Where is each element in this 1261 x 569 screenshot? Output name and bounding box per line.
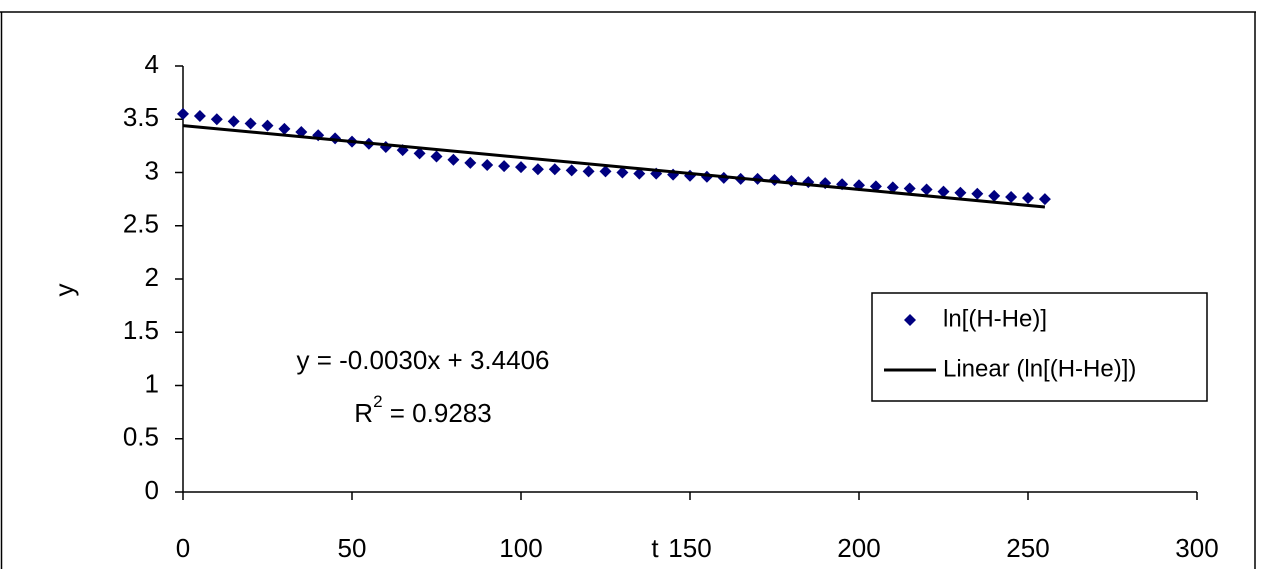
y-tick-label: 2 bbox=[145, 262, 159, 292]
r-symbol: R bbox=[354, 398, 373, 428]
data-point bbox=[227, 115, 240, 128]
x-tick-label: 200 bbox=[837, 533, 880, 563]
data-point bbox=[261, 119, 274, 132]
y-tick-label: 3 bbox=[145, 155, 159, 185]
r-value: = 0.9283 bbox=[383, 398, 492, 428]
data-point bbox=[937, 185, 950, 198]
x-tick-label: 0 bbox=[176, 533, 190, 563]
data-point bbox=[1038, 193, 1051, 206]
data-point bbox=[582, 165, 595, 178]
data-point bbox=[413, 147, 426, 160]
data-point bbox=[481, 159, 494, 172]
y-tick-label: 1 bbox=[145, 368, 159, 398]
data-point bbox=[988, 189, 1001, 202]
y-tick-label: 2.5 bbox=[123, 209, 159, 239]
data-point bbox=[464, 156, 477, 169]
data-point bbox=[210, 113, 223, 126]
y-axis-label: y bbox=[49, 284, 79, 297]
data-point bbox=[193, 110, 206, 123]
x-tick-label: 150 bbox=[668, 533, 711, 563]
data-point bbox=[616, 166, 629, 179]
data-point bbox=[903, 182, 916, 195]
data-point bbox=[565, 164, 578, 177]
data-point bbox=[548, 163, 561, 176]
legend-box bbox=[871, 292, 1208, 402]
data-point bbox=[599, 165, 612, 178]
x-axis-label: t bbox=[651, 533, 659, 563]
legend-label: Linear (ln[(H-He)]) bbox=[943, 355, 1136, 382]
data-point bbox=[278, 122, 291, 135]
trend-line bbox=[182, 124, 1046, 209]
data-point bbox=[515, 161, 527, 174]
data-point bbox=[920, 183, 933, 196]
data-point bbox=[430, 150, 443, 163]
data-point bbox=[1005, 190, 1018, 203]
y-tick-label: 0 bbox=[145, 475, 159, 505]
r-squared: R2 = 0.9283 bbox=[354, 392, 491, 427]
data-point bbox=[447, 153, 460, 166]
x-tick-label: 300 bbox=[1175, 533, 1218, 563]
x-tick-label: 100 bbox=[499, 533, 542, 563]
data-point bbox=[1022, 192, 1034, 205]
data-point bbox=[531, 163, 544, 176]
data-point bbox=[971, 187, 984, 200]
data-point bbox=[954, 186, 967, 199]
x-tick-label: 250 bbox=[1006, 533, 1049, 563]
y-tick-label: 4 bbox=[145, 49, 159, 79]
y-tick-label: 0.5 bbox=[123, 422, 159, 452]
legend-label: ln[(H-He)] bbox=[943, 305, 1047, 332]
data-point bbox=[886, 181, 899, 194]
data-point bbox=[177, 107, 189, 120]
data-point bbox=[498, 160, 511, 173]
r-power: 2 bbox=[373, 392, 382, 411]
data-point bbox=[633, 167, 646, 180]
y-tick-label: 3.5 bbox=[123, 102, 159, 132]
data-point bbox=[244, 117, 257, 130]
legend-marker bbox=[904, 314, 916, 326]
y-tick-label: 1.5 bbox=[123, 315, 159, 345]
trend-equation: y = -0.0030x + 3.4406 bbox=[297, 345, 550, 375]
x-tick-label: 50 bbox=[338, 533, 367, 563]
